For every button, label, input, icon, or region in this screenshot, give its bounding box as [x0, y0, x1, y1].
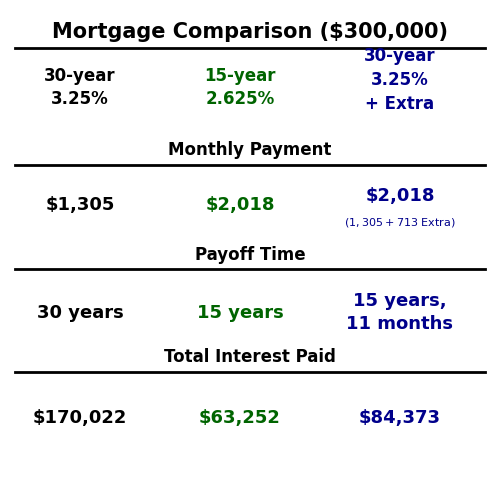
Text: 15-year
2.625%: 15-year 2.625%: [204, 66, 276, 108]
Text: 15 years,
11 months: 15 years, 11 months: [346, 292, 454, 334]
Text: ($1,305 + $713 Extra): ($1,305 + $713 Extra): [344, 216, 456, 229]
Text: $2,018: $2,018: [365, 187, 435, 205]
Text: $170,022: $170,022: [33, 408, 127, 426]
Text: 30-year
3.25%
+ Extra: 30-year 3.25% + Extra: [364, 48, 436, 112]
Text: $84,373: $84,373: [359, 408, 441, 426]
Text: 30 years: 30 years: [36, 304, 124, 322]
Text: $63,252: $63,252: [199, 408, 281, 426]
Text: Payoff Time: Payoff Time: [194, 246, 306, 264]
Text: Total Interest Paid: Total Interest Paid: [164, 348, 336, 366]
Text: Monthly Payment: Monthly Payment: [168, 141, 332, 159]
Text: Mortgage Comparison ($300,000): Mortgage Comparison ($300,000): [52, 22, 448, 42]
Text: 30-year
3.25%: 30-year 3.25%: [44, 66, 116, 108]
Text: $2,018: $2,018: [206, 196, 275, 214]
Text: $1,305: $1,305: [46, 196, 114, 214]
Text: 15 years: 15 years: [196, 304, 284, 322]
